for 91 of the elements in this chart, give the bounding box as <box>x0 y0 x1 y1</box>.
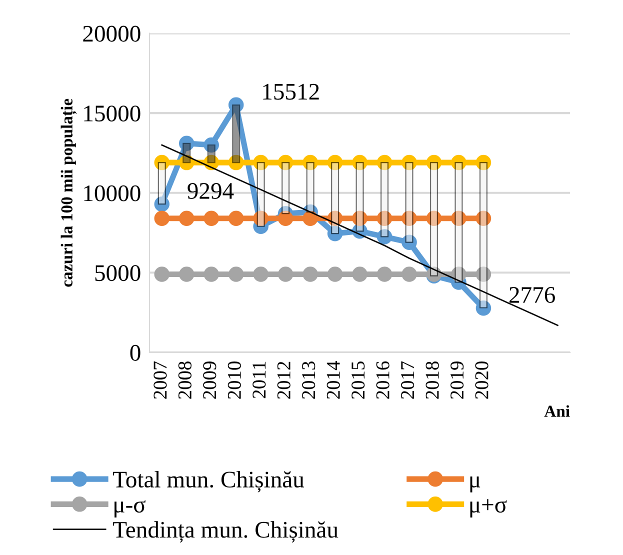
bar <box>282 162 290 214</box>
point <box>204 154 219 170</box>
point <box>278 210 294 226</box>
legend-label: Total mun. Chișinău <box>113 470 304 492</box>
x-tick-label: 2020 <box>475 362 488 399</box>
data-label: 15512 <box>263 84 319 100</box>
bar <box>405 162 414 243</box>
bar <box>158 162 166 205</box>
point <box>154 210 170 226</box>
point <box>178 266 194 282</box>
x-tick-label: 2007 <box>154 361 167 399</box>
point <box>154 266 170 282</box>
x-tick-label: 2018 <box>426 362 439 399</box>
point <box>327 266 343 282</box>
legend-label: μ <box>470 476 480 492</box>
bar <box>232 104 240 164</box>
bar <box>256 162 265 227</box>
bar <box>331 162 340 234</box>
bar <box>380 162 389 238</box>
point <box>451 210 466 226</box>
x-tick-label: 2016 <box>376 361 390 399</box>
point <box>327 154 343 170</box>
bar <box>207 144 216 164</box>
point <box>278 266 294 282</box>
legend-label: μ+σ <box>470 499 507 518</box>
point <box>204 210 219 226</box>
bar <box>479 162 488 308</box>
point <box>253 210 268 226</box>
point <box>402 154 417 170</box>
point <box>426 154 442 170</box>
y-tick-label: 5000 <box>95 265 140 282</box>
point <box>352 266 368 282</box>
point <box>204 266 219 282</box>
point <box>204 137 219 153</box>
data-label: 2776 <box>510 287 555 303</box>
point <box>426 210 442 226</box>
point <box>253 266 268 282</box>
x-tick-label: 2009 <box>203 362 216 399</box>
x-tick-label: 2011 <box>252 362 266 398</box>
point <box>352 210 368 226</box>
legend-label: μ-σ <box>114 500 146 518</box>
point <box>352 154 368 170</box>
point <box>228 154 244 170</box>
y-tick-label: 0 <box>130 344 140 361</box>
point <box>278 154 294 170</box>
point <box>327 226 343 242</box>
point <box>178 136 194 152</box>
x-axis-title: Ani <box>544 405 570 417</box>
x-tick-label: 2015 <box>352 362 365 399</box>
point <box>451 154 466 170</box>
y-tick-label: 10000 <box>84 185 140 202</box>
x-tick-label: 2019 <box>450 362 464 399</box>
point <box>228 97 244 113</box>
x-tick-label: 2013 <box>302 362 316 399</box>
point <box>476 300 492 316</box>
bar <box>306 162 314 213</box>
y-axis-title: cazuri la 100 mii populație <box>60 98 77 287</box>
point <box>376 266 392 282</box>
point <box>253 154 268 170</box>
point <box>228 266 244 282</box>
point <box>476 266 492 282</box>
y-tick-label: 15000 <box>84 106 140 122</box>
y-tick-label: 20000 <box>83 26 140 42</box>
x-tick-label: 2008 <box>178 362 192 399</box>
x-tick-label: 2012 <box>277 362 290 399</box>
x-tick-label: 2017 <box>401 361 414 399</box>
point <box>402 234 417 250</box>
point <box>178 154 194 170</box>
x-tick-label: 2014 <box>326 361 340 399</box>
line-series <box>161 144 558 326</box>
point <box>451 266 466 282</box>
bar <box>356 162 364 232</box>
point <box>376 154 392 170</box>
data-label: 9294 <box>188 183 234 199</box>
point <box>154 196 170 212</box>
point <box>302 154 318 170</box>
point <box>476 154 492 170</box>
point <box>476 210 492 226</box>
point <box>228 210 244 226</box>
point <box>402 266 417 282</box>
point <box>154 154 170 170</box>
point <box>302 210 318 226</box>
point <box>302 266 318 282</box>
legend-label: Tendința mun. Chișinău <box>113 521 338 543</box>
point <box>178 210 194 226</box>
point <box>376 229 392 244</box>
bar <box>454 162 463 283</box>
x-tick-label: 2010 <box>228 362 241 399</box>
point <box>402 210 417 226</box>
point <box>376 210 392 226</box>
bar <box>182 142 191 164</box>
